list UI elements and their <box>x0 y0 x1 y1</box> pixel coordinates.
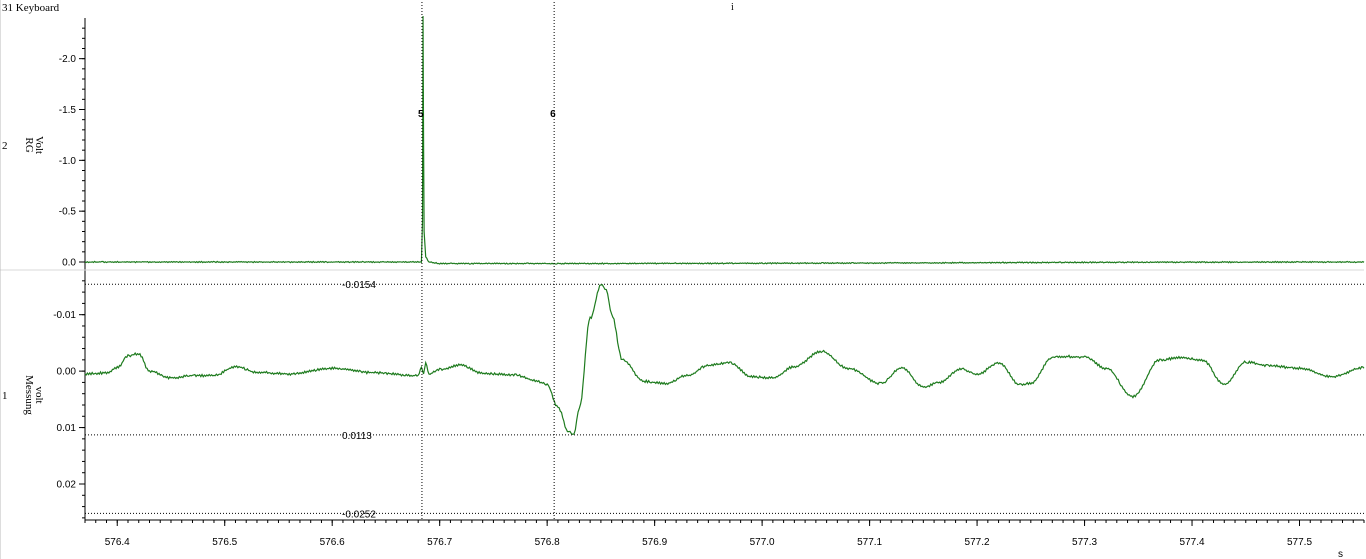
y-tick-label: -2.0 <box>59 54 77 65</box>
y-tick-label: 0.02 <box>57 480 77 491</box>
x-tick-label: 577.5 <box>1287 537 1312 548</box>
channel-name-label: Messung <box>23 375 35 415</box>
y-tick-label: -0.01 <box>53 310 76 321</box>
horizontal-cursor-label: -0.0252 <box>342 509 376 520</box>
x-tick-label: 577.1 <box>857 537 882 548</box>
keyboard-channel-label: 31 Keyboard <box>2 2 60 14</box>
channel-name-label: RG <box>23 137 35 152</box>
messung-signal-trace <box>84 284 1365 436</box>
y-tick-label: 0.0 <box>62 258 76 269</box>
y-tick-label: -0.5 <box>59 207 77 218</box>
x-tick-label: 576.9 <box>642 537 667 548</box>
x-tick-label: 577.2 <box>965 537 990 548</box>
x-tick-label: 576.8 <box>535 537 560 548</box>
y-tick-label: -1.0 <box>59 156 77 167</box>
cursor-label-5: 5 <box>418 109 424 120</box>
channel-unit-label: volt <box>33 386 45 403</box>
y-tick-label: 0.01 <box>57 423 77 434</box>
x-tick-label: 577.0 <box>750 537 775 548</box>
horizontal-cursor-label: -0.0154 <box>342 280 376 291</box>
channel-unit-label: Volt <box>33 136 45 154</box>
x-tick-label: 576.7 <box>427 537 452 548</box>
horizontal-cursor-label: 0.0113 <box>342 431 372 442</box>
y-tick-label: 0.00 <box>57 367 77 378</box>
channel-number-2: 2 <box>2 140 8 152</box>
x-tick-label: 576.5 <box>212 537 237 548</box>
cursor-label-6: 6 <box>550 109 556 120</box>
x-tick-label: 576.6 <box>320 537 345 548</box>
x-unit-label: s <box>1338 549 1343 559</box>
keyboard-marker: i <box>731 2 734 13</box>
y-tick-label: -1.5 <box>59 105 77 116</box>
x-tick-label: 577.4 <box>1180 537 1205 548</box>
rg-signal-trace <box>84 15 1365 265</box>
x-tick-label: 577.3 <box>1072 537 1097 548</box>
x-tick-label: 576.4 <box>105 537 130 548</box>
channel-number-1: 1 <box>2 390 8 402</box>
